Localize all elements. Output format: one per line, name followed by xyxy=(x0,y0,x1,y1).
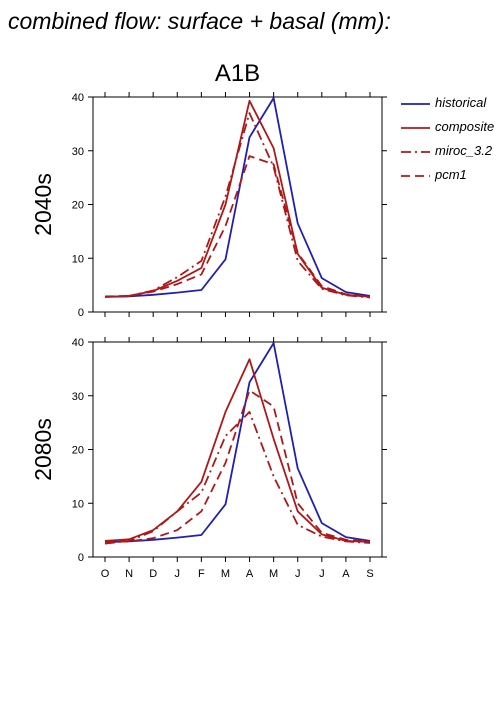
y-tick-label-40: 40 xyxy=(72,337,84,349)
page-title: combined flow: surface + basal (mm): xyxy=(8,8,391,34)
x-tick-label-M: M xyxy=(269,568,278,580)
x-tick-label-M: M xyxy=(221,568,230,580)
y-label-2080s: 2080s xyxy=(30,418,56,481)
x-tick-label-F: F xyxy=(198,568,205,580)
legend-swatch-historical xyxy=(401,103,430,105)
x-tick-label-O: O xyxy=(101,568,110,580)
y-tick-label-0: 0 xyxy=(78,307,84,319)
y-tick-label-0: 0 xyxy=(78,552,84,564)
x-tick-label-S: S xyxy=(366,568,373,580)
series-line-composite-2 xyxy=(104,358,371,543)
y-tick-label-30: 30 xyxy=(72,391,84,403)
x-tick-label-D: D xyxy=(149,568,157,580)
plot-frame-1 xyxy=(92,96,383,313)
x-tick-label-J: J xyxy=(319,568,325,580)
series-line-pcm1-2 xyxy=(104,389,371,543)
series-line-historical-1 xyxy=(104,97,371,298)
y-tick-label-20: 20 xyxy=(72,200,84,212)
y-tick-label-20: 20 xyxy=(72,445,84,457)
y-label-2040s: 2040s xyxy=(30,173,56,236)
legend-label-historical: historical xyxy=(435,95,487,110)
x-tick-label-N: N xyxy=(125,568,133,580)
series-line-miroc-3-2-1 xyxy=(104,112,371,299)
series-line-miroc-3-2-2 xyxy=(104,410,371,545)
legend-swatch-miroc xyxy=(401,151,430,153)
y-tick-label-10: 10 xyxy=(72,498,84,510)
x-tick-label-J: J xyxy=(175,568,181,580)
x-tick-label-A: A xyxy=(342,568,350,580)
series-line-historical-2 xyxy=(104,342,371,543)
x-tick-label-J: J xyxy=(295,568,301,580)
plot-frame-2 xyxy=(92,341,383,558)
y-tick-label-40: 40 xyxy=(72,92,84,104)
legend-label-pcm1: pcm1 xyxy=(435,167,467,182)
legend-swatch-pcm1 xyxy=(401,175,430,177)
panel-title: A1B xyxy=(215,60,260,87)
y-tick-label-10: 10 xyxy=(72,253,84,265)
legend-label-miroc: miroc_3.2 xyxy=(435,143,493,158)
series-line-pcm1-1 xyxy=(104,155,371,298)
y-tick-label-30: 30 xyxy=(72,146,84,158)
legend-label-composite: composite xyxy=(435,119,495,134)
legend-swatch-composite xyxy=(401,127,430,129)
x-tick-label-A: A xyxy=(246,568,254,580)
